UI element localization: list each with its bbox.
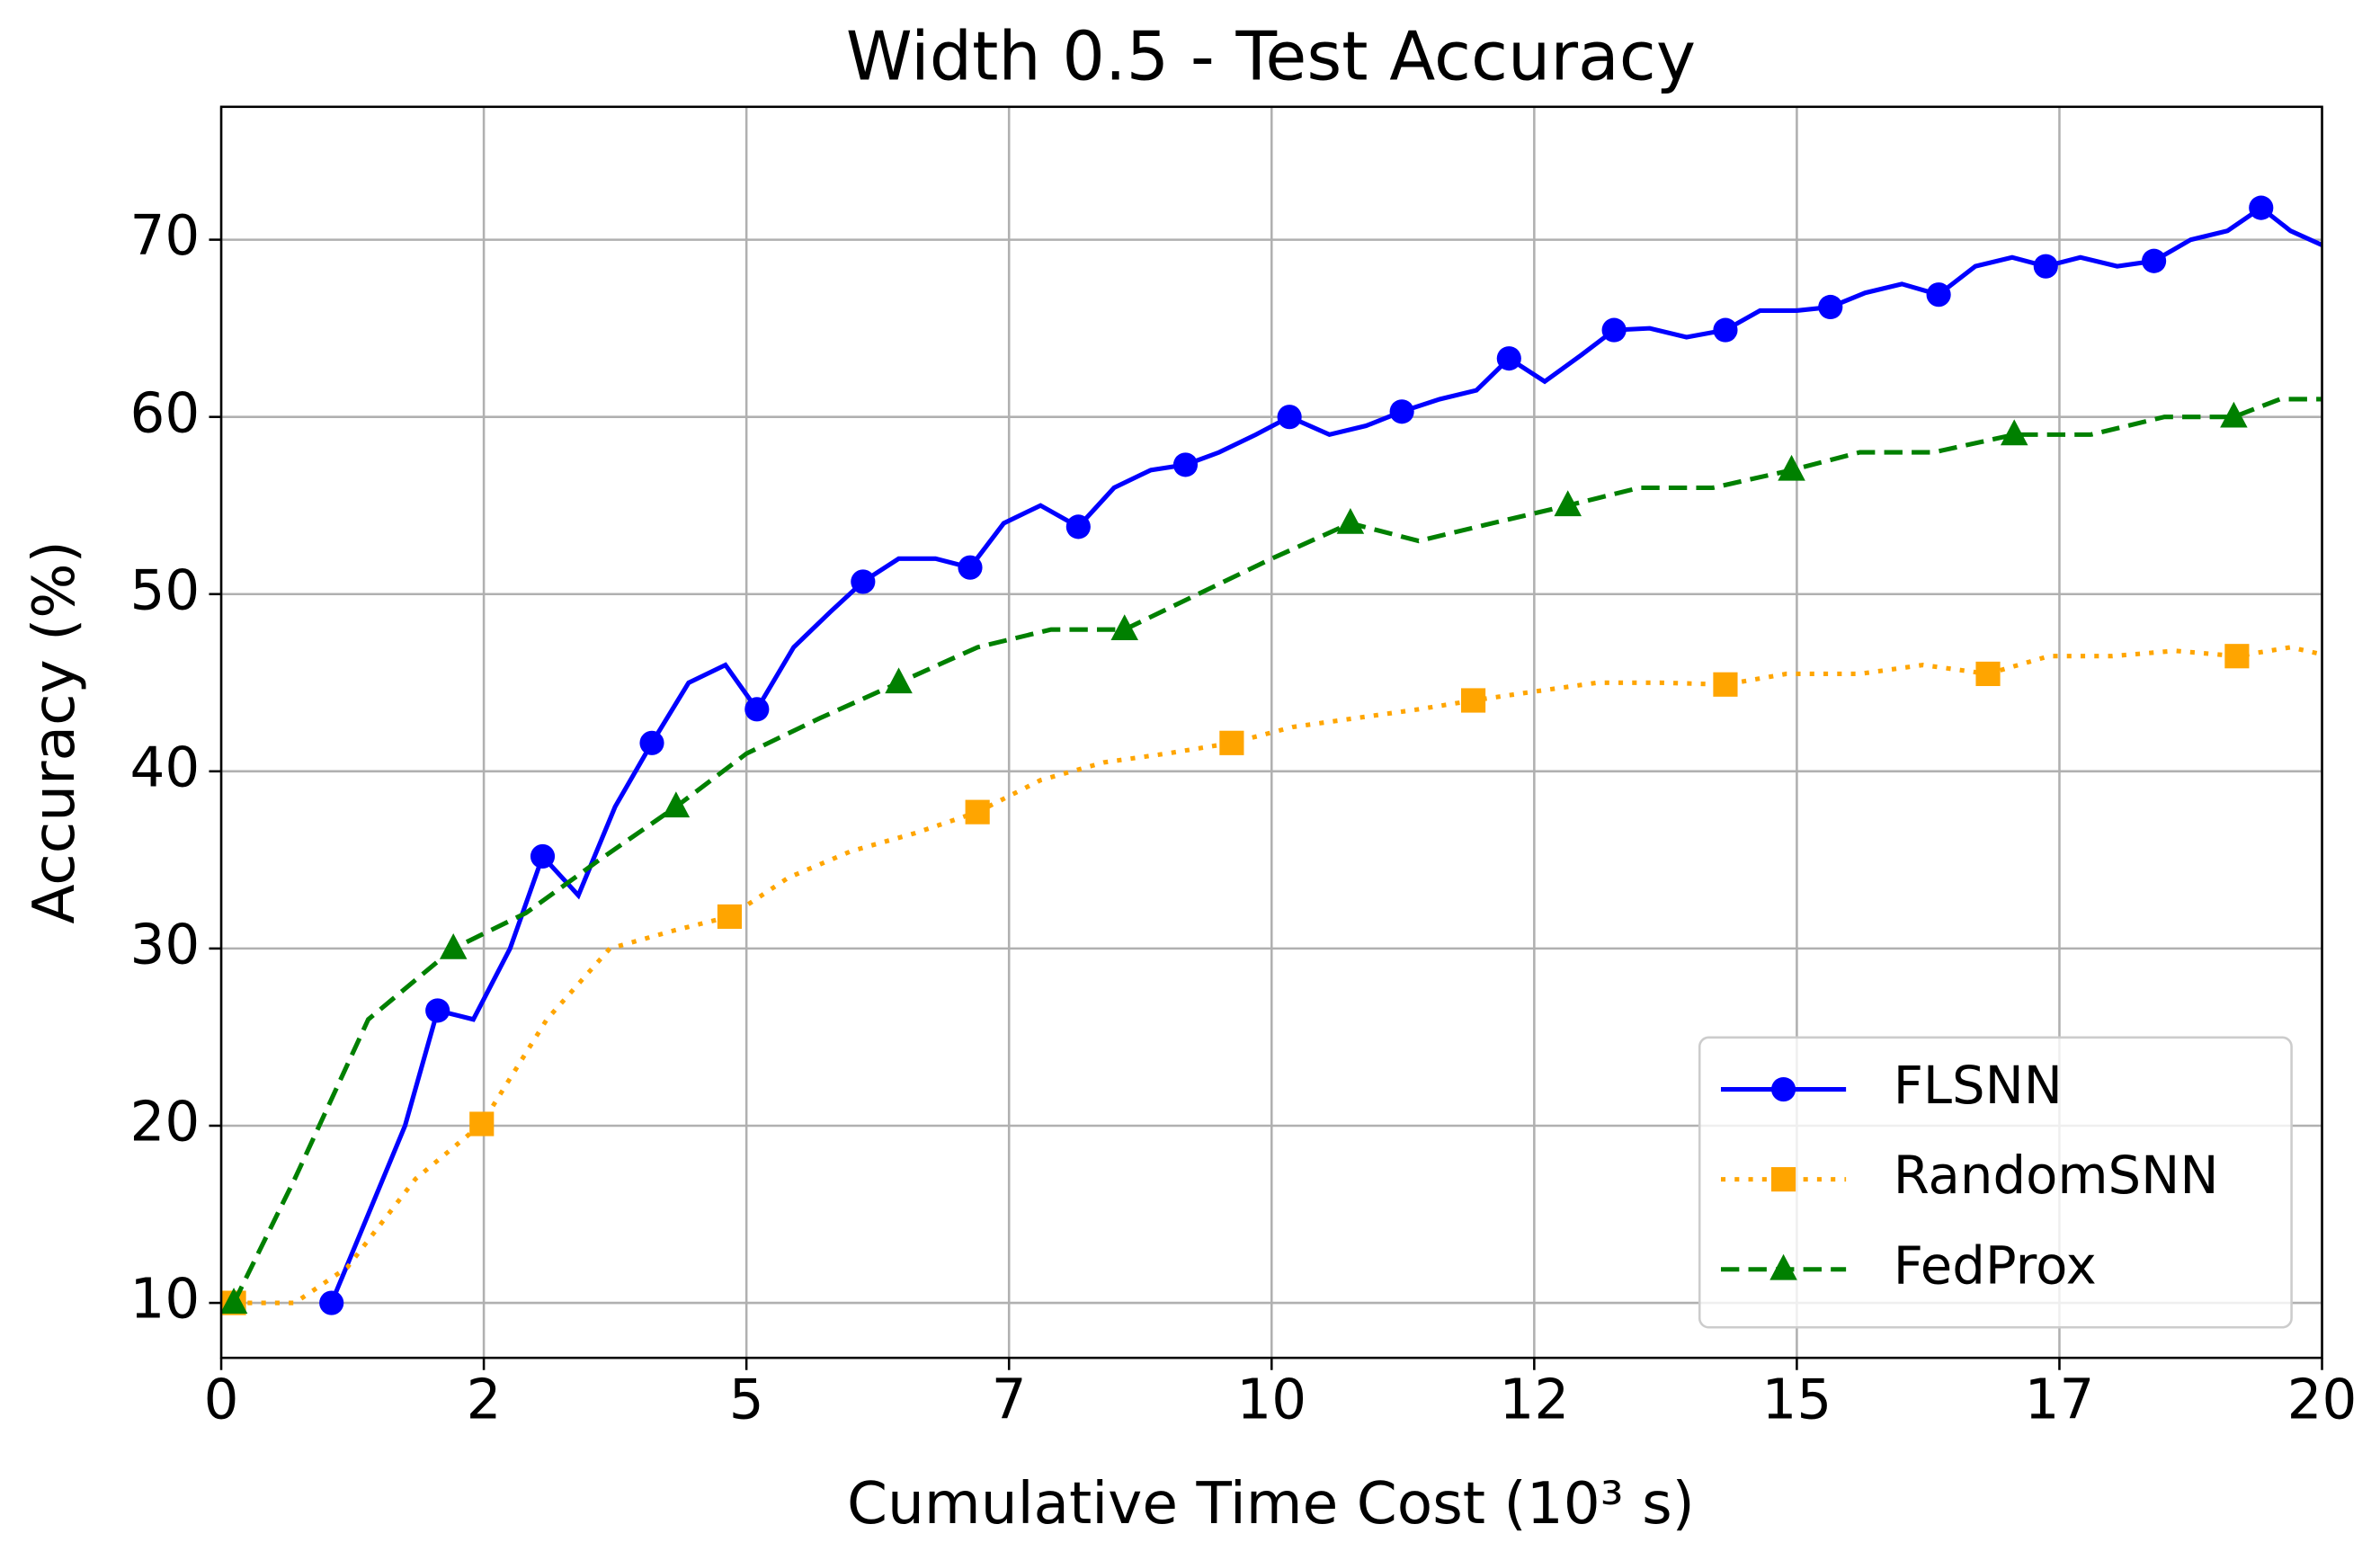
legend-label: FedProx [1894,1235,2097,1296]
marker [1336,507,1365,534]
x-tick-label: 2 [467,1368,502,1432]
marker [958,555,983,580]
marker [1926,282,1951,308]
y-tick-label: 60 [130,381,201,445]
marker [219,1288,248,1314]
y-tick-label: 40 [130,735,201,799]
legend-marker [1769,1253,1797,1280]
marker [1713,672,1738,697]
marker [965,799,990,825]
y-tick-label: 20 [130,1091,201,1154]
series-line [329,204,2323,1305]
marker [2000,419,2028,446]
y-axis-label: Accuracy (%) [21,540,88,923]
marker [744,697,770,722]
marker [1496,346,1521,371]
legend-label: RandomSNN [1894,1145,2219,1206]
x-tick-label: 15 [1762,1368,1832,1432]
marker [319,1290,344,1315]
marker [1219,730,1244,755]
marker [717,904,743,930]
marker [1778,454,1805,481]
chart-title: Width 0.5 - Test Accuracy [846,17,1696,95]
x-tick-label: 5 [729,1368,764,1432]
marker [2033,254,2058,279]
marker [851,569,876,594]
y-tick-label: 10 [130,1268,201,1332]
marker [662,791,691,818]
marker [1975,661,2001,687]
marker [2142,248,2167,273]
plot-frame [219,105,2323,1359]
series-line [234,645,2323,1306]
legend-marker [1770,1076,1796,1102]
marker [639,730,664,755]
x-axis-label: Cumulative Time Cost (10³ s) [847,1470,1695,1538]
marker [1277,405,1302,430]
x-tick-label: 10 [1236,1368,1306,1432]
legend-box [1698,1036,2293,1329]
marker [439,932,468,959]
marker [1461,688,1486,713]
marker [530,843,556,869]
marker [1601,317,1627,343]
marker [425,998,450,1023]
marker [2224,644,2250,669]
x-tick-label: 20 [2287,1368,2358,1432]
marker [1110,614,1138,641]
x-tick-label: 17 [2025,1368,2095,1432]
marker [2220,401,2248,428]
marker [1172,452,1199,477]
x-tick-label: 7 [992,1368,1027,1432]
marker [1554,490,1582,517]
y-tick-label: 70 [130,204,201,268]
marker [1713,317,1738,343]
x-tick-label: 12 [1499,1368,1569,1432]
y-tick-label: 30 [130,914,201,977]
marker [2249,195,2274,220]
x-tick-label: 0 [204,1368,239,1432]
series-line [231,397,2322,1305]
marker [469,1111,495,1137]
marker [885,667,913,694]
marker [1389,399,1414,424]
legend-marker [1770,1167,1796,1192]
legend-label: FLSNN [1894,1055,2063,1116]
marker [1065,514,1091,539]
y-tick-label: 50 [130,558,201,622]
marker [1818,294,1843,320]
